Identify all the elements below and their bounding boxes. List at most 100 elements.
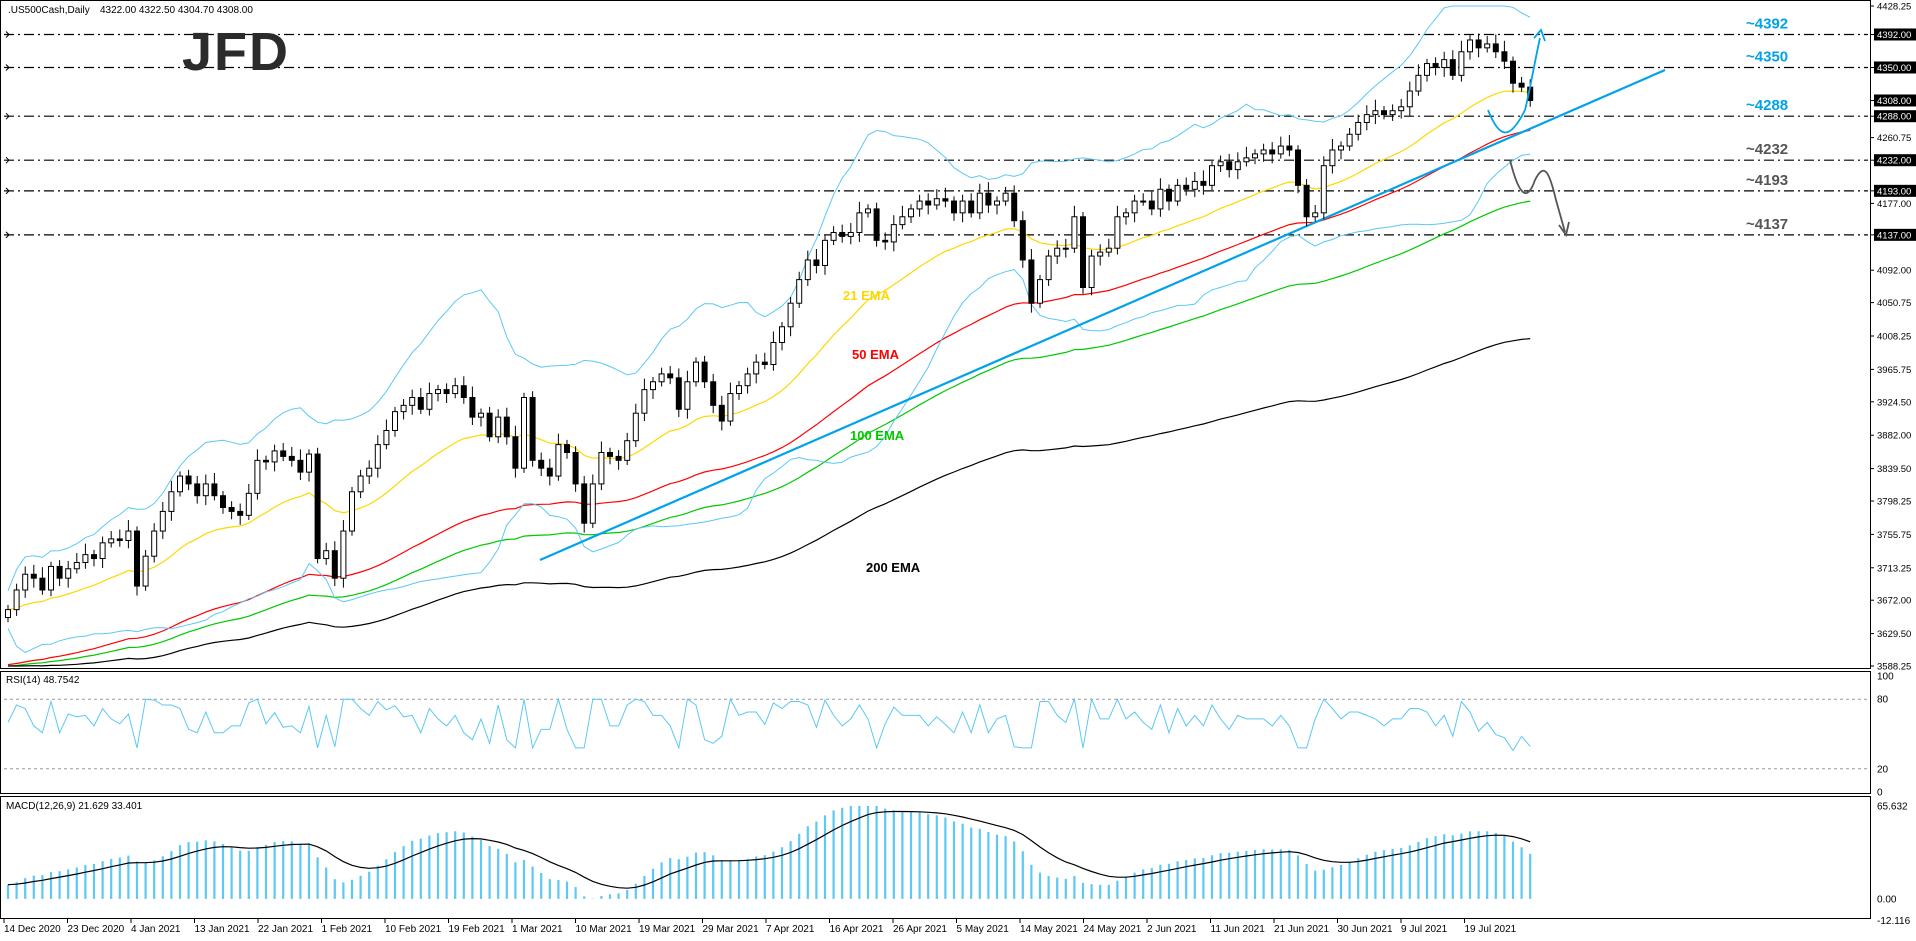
candle-body bbox=[1492, 43, 1499, 53]
candle-body bbox=[607, 451, 613, 457]
candle-body bbox=[185, 475, 192, 485]
candle-body bbox=[1346, 133, 1353, 147]
price-tick-label: 3629.50 bbox=[1877, 629, 1911, 640]
candle-body bbox=[228, 506, 235, 512]
candle-body bbox=[99, 542, 106, 560]
candle-body bbox=[779, 326, 785, 343]
price-tick-label: 3672.00 bbox=[1877, 596, 1911, 607]
candle-body bbox=[684, 381, 691, 410]
macd-axis-label: 65.632 bbox=[1877, 802, 1908, 813]
candle-body bbox=[1157, 188, 1164, 210]
chart-header-ohlc: 4322.00 4322.50 4304.70 4308.00 bbox=[100, 5, 253, 16]
candle-body bbox=[658, 373, 665, 383]
price-tick-label: 4193.00 bbox=[1877, 186, 1911, 197]
candle-body bbox=[1140, 200, 1147, 203]
candle-body bbox=[1312, 212, 1319, 218]
price-tick-highlight bbox=[1874, 228, 1916, 241]
candle-body bbox=[1028, 259, 1035, 304]
date-tick-label: 5 May 2021 bbox=[957, 924, 1010, 935]
macd-axis-label: -12.116 bbox=[1877, 916, 1911, 927]
price-tick-label: 4308.00 bbox=[1877, 96, 1911, 107]
candle-body bbox=[366, 467, 373, 477]
date-tick-label: 2 Jun 2021 bbox=[1147, 924, 1197, 935]
ema-labels: 21 EMA 50 EMA 100 EMA 200 EMA bbox=[843, 288, 921, 575]
rsi-line bbox=[7, 697, 1531, 752]
price-tick-label: 4008.25 bbox=[1877, 332, 1911, 343]
date-tick-label: 4 Jan 2021 bbox=[131, 924, 181, 935]
candle-body bbox=[1372, 110, 1379, 116]
candle-body bbox=[1320, 165, 1327, 214]
date-tick-label: 9 Jul 2021 bbox=[1401, 924, 1448, 935]
price-tick-label: 4232.00 bbox=[1877, 156, 1911, 167]
rsi-panel: 80 20 0 100 bbox=[4, 672, 1894, 799]
candle-body bbox=[1002, 192, 1009, 202]
price-tick-highlight bbox=[1874, 184, 1916, 197]
candle-body bbox=[263, 459, 269, 463]
candle-body bbox=[13, 589, 20, 611]
candle-body bbox=[976, 192, 983, 214]
scenario-arrows bbox=[1487, 28, 1570, 238]
price-tick-label: 3798.25 bbox=[1877, 497, 1911, 508]
level-label: ~4193 bbox=[1746, 172, 1788, 189]
rsi-label: RSI(14) 48.7542 bbox=[6, 675, 80, 686]
ema-label: 50 EMA bbox=[852, 347, 900, 362]
candle-body bbox=[873, 208, 880, 241]
candle-body bbox=[787, 302, 794, 328]
macd-panel: 65.632 0.00 -12.116 bbox=[6, 802, 1911, 927]
ema-label: 100 EMA bbox=[850, 428, 905, 443]
candle-body bbox=[650, 381, 656, 391]
candle-body bbox=[39, 577, 46, 591]
candle-body bbox=[400, 404, 407, 413]
rsi-panel-border bbox=[0, 671, 1871, 794]
price-tick-label: 3755.75 bbox=[1877, 530, 1911, 541]
candle-body bbox=[383, 429, 390, 446]
candle-body bbox=[1381, 110, 1387, 116]
candle-body bbox=[1183, 184, 1190, 190]
candle-body bbox=[417, 396, 424, 410]
level-marker bbox=[5, 112, 10, 120]
candle-body bbox=[331, 550, 338, 579]
main-panel-border bbox=[0, 0, 1871, 669]
date-tick-label: 14 Dec 2020 bbox=[4, 924, 61, 935]
candle-body bbox=[202, 483, 209, 497]
candle-body bbox=[306, 453, 312, 473]
candle-body bbox=[409, 396, 416, 406]
candle-body bbox=[985, 192, 992, 206]
candle-body bbox=[908, 208, 914, 218]
candle-body bbox=[718, 404, 725, 422]
date-tick-label: 1 Feb 2021 bbox=[322, 924, 373, 935]
ema21-line bbox=[7, 90, 1531, 611]
price-tick-label: 3588.25 bbox=[1877, 662, 1911, 673]
candle-body bbox=[254, 459, 261, 494]
candle-body bbox=[1123, 212, 1129, 218]
date-tick-label: 11 Jun 2021 bbox=[1211, 924, 1266, 935]
rsi-level-label: 80 bbox=[1877, 695, 1889, 706]
candle-body bbox=[538, 459, 545, 469]
price-tick-highlight bbox=[1874, 110, 1916, 123]
date-tick-label: 30 Jun 2021 bbox=[1338, 924, 1393, 935]
candle-body bbox=[460, 385, 467, 398]
date-tick-label: 26 Apr 2021 bbox=[893, 924, 947, 935]
bollinger-upper bbox=[7, 5, 1531, 591]
candle-body bbox=[1062, 247, 1069, 250]
macd-axis-label: 0.00 bbox=[1877, 894, 1897, 905]
candle-body bbox=[589, 483, 596, 524]
macd-signal-line bbox=[7, 810, 1531, 889]
rsi-axis-label: 100 bbox=[1877, 672, 1894, 683]
candle-body bbox=[1243, 157, 1250, 163]
candle-body bbox=[1363, 114, 1370, 123]
candle-body bbox=[469, 396, 476, 418]
trendline bbox=[539, 68, 1666, 562]
candle-body bbox=[177, 475, 183, 493]
candle-body bbox=[736, 385, 742, 395]
candle-body bbox=[1338, 145, 1344, 151]
rsi-axis-label: 0 bbox=[1877, 788, 1883, 799]
candle-body bbox=[959, 200, 966, 214]
date-tick-label: 10 Feb 2021 bbox=[385, 924, 442, 935]
candle-body bbox=[1252, 153, 1258, 159]
price-tick-label: 4137.00 bbox=[1877, 230, 1911, 241]
level-label: ~4137 bbox=[1746, 216, 1788, 233]
candle-body bbox=[1295, 149, 1301, 186]
